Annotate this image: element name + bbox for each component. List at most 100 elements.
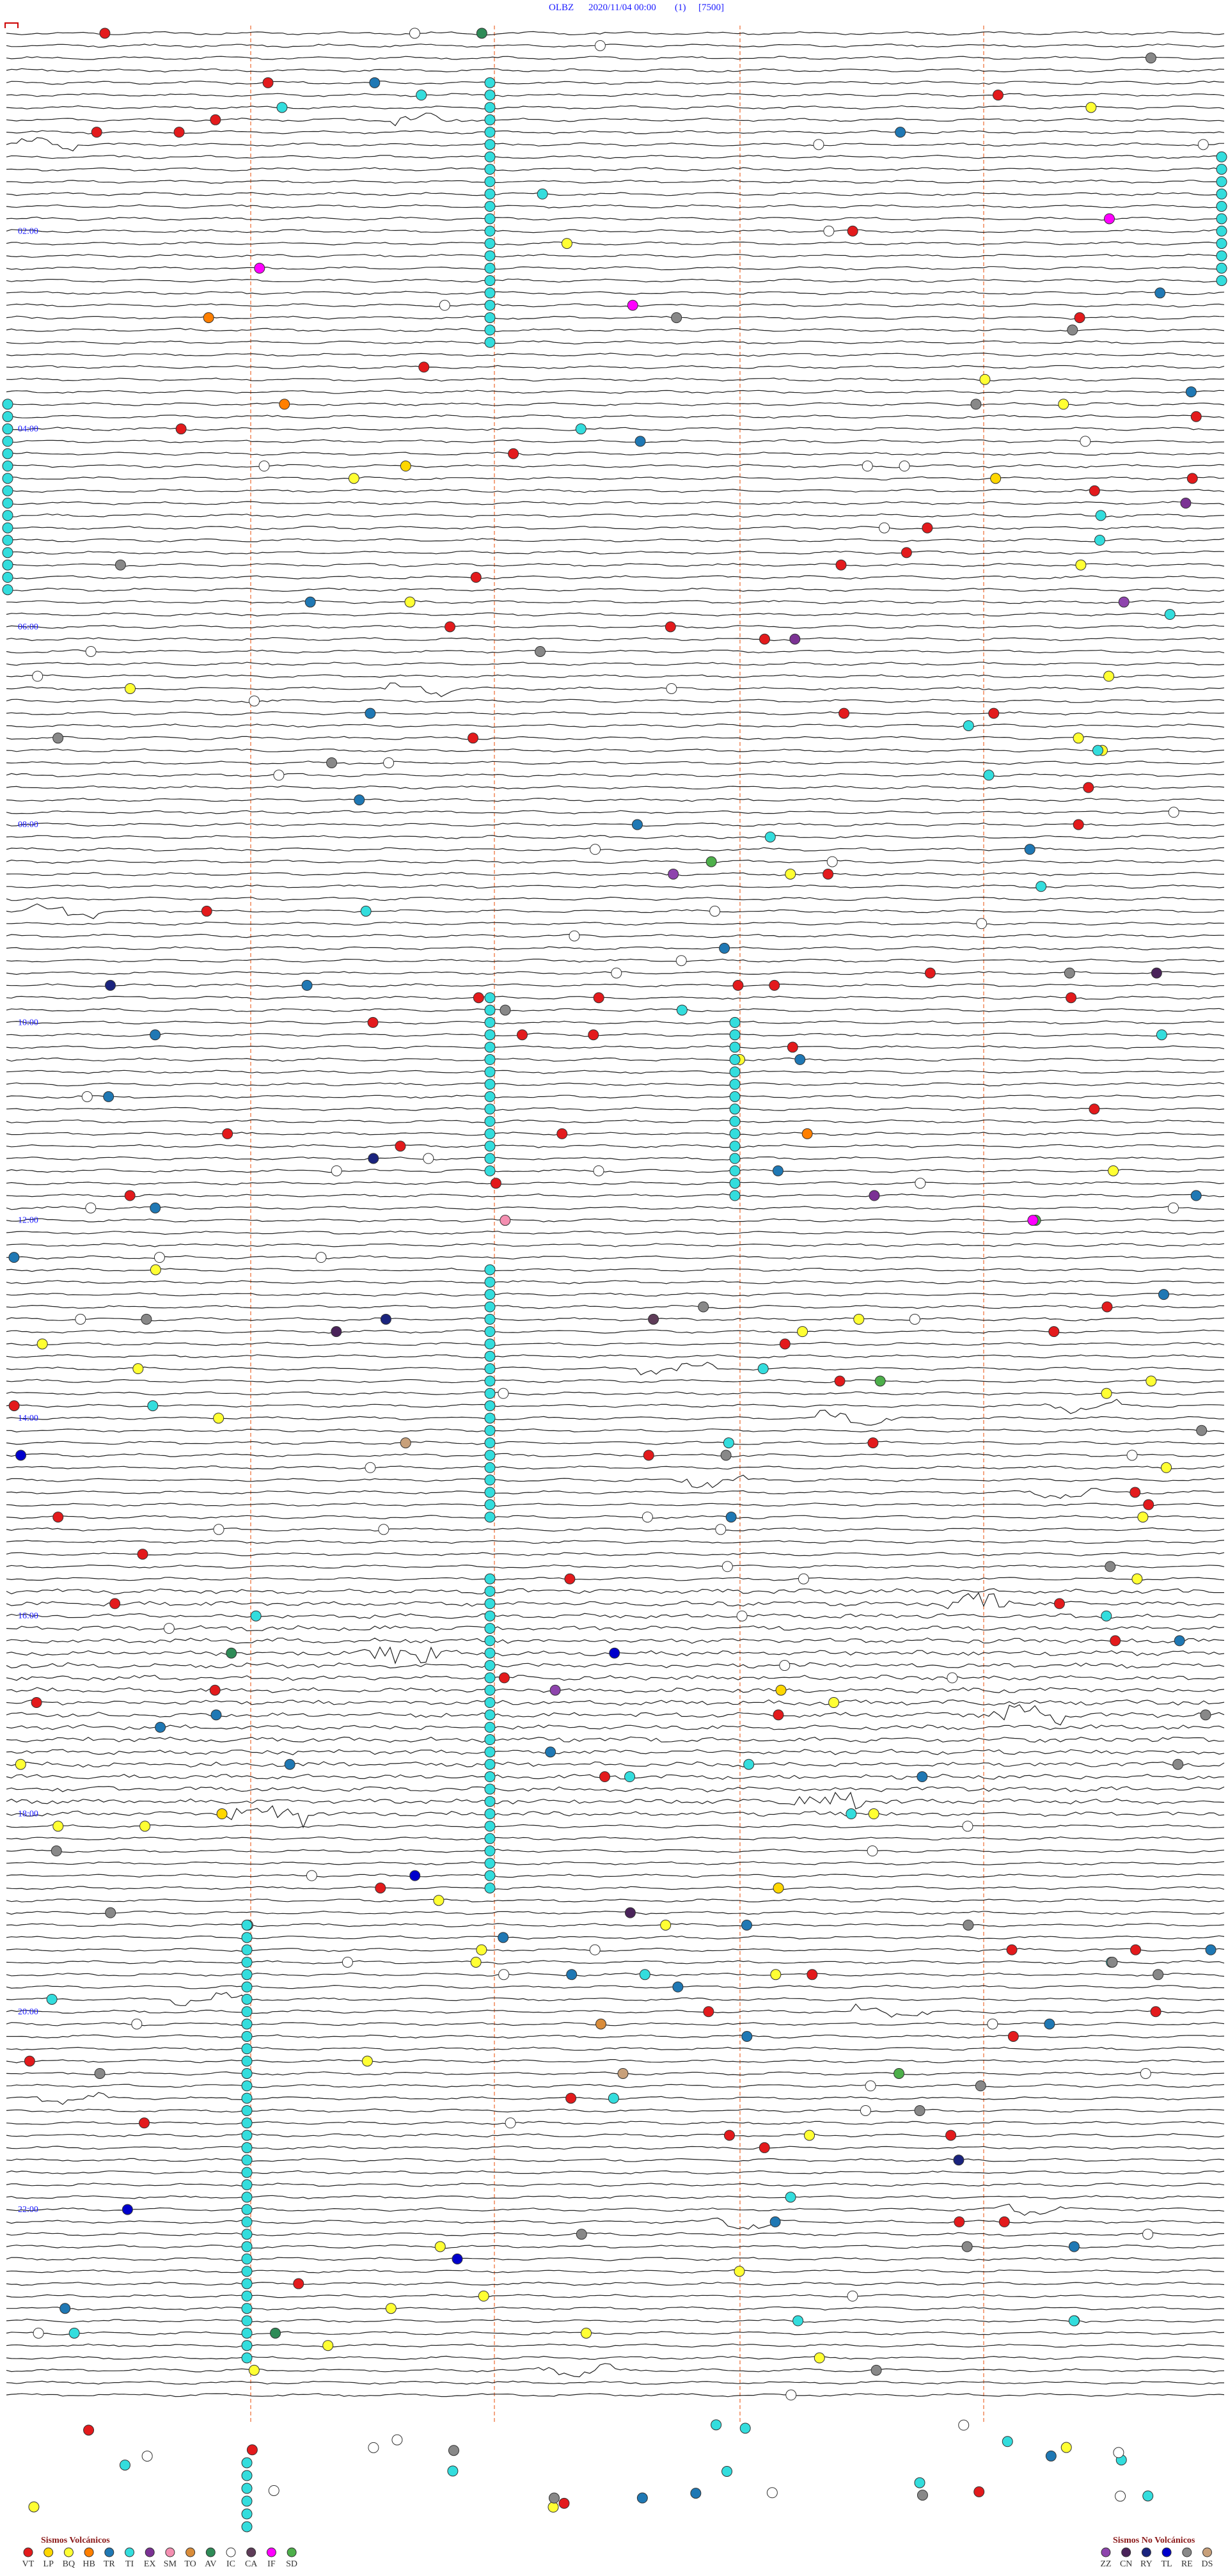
trace [6,1824,1225,1829]
event [315,1252,327,1263]
event [769,979,780,991]
trace [6,1564,1225,1569]
event [498,1969,510,1980]
event [439,299,450,311]
traces [6,31,1225,2398]
event [593,1165,604,1176]
event [901,547,912,558]
legend-code: TR [104,2559,116,2569]
event [418,361,430,373]
event [360,905,372,917]
trace [6,1119,1225,1124]
trace [6,822,1225,827]
event [484,1276,496,1288]
trace [6,2183,1225,2187]
trace [6,303,1225,308]
event [954,2216,965,2227]
trace [6,352,1225,357]
event [2,572,13,583]
event [676,1004,688,1016]
event [241,2216,253,2227]
event [484,1610,496,1622]
event [484,1512,496,1523]
legend-swatch [205,2547,216,2557]
event [484,225,496,237]
event [963,720,974,731]
event [484,1771,496,1783]
event [834,1375,846,1387]
trace [6,835,1225,839]
event [241,2508,253,2520]
event [729,1103,741,1115]
event [715,1524,727,1535]
trace [6,2046,1225,2051]
event [736,1610,748,1622]
trace [6,501,1225,505]
event [773,1883,784,1893]
event [484,1103,496,1115]
event [484,1387,496,1399]
event [484,102,496,113]
event [869,1190,880,1201]
trace [6,2355,1225,2360]
hour-label: 16:00 [18,1611,38,1621]
hour-label: 08:00 [18,820,38,830]
event [484,1079,496,1090]
event [1075,559,1087,571]
event [870,2364,882,2376]
event [797,1326,808,1338]
event [922,522,933,533]
event [914,2477,925,2488]
event [484,287,496,299]
event [163,1623,175,1634]
event [380,1313,391,1325]
event [1150,2006,1161,2018]
legend-code: IF [267,2559,276,2569]
channel: (1) [675,3,686,13]
event [306,1870,317,1881]
event [484,1091,496,1102]
event [241,2192,253,2203]
hour-label: 06:00 [18,622,38,632]
event [484,1016,496,1028]
event [395,1141,406,1152]
event [250,1610,262,1622]
trace [6,513,1225,518]
trace [6,2269,1225,2273]
event [990,473,1002,484]
trace [6,1354,1225,1359]
trace [6,253,1225,258]
event [32,670,43,682]
event [1197,139,1209,150]
event [322,2340,334,2351]
event [590,844,601,855]
event [1058,399,1069,410]
trace [6,995,1225,1000]
event [279,399,290,410]
trace [6,2217,1225,2230]
legend-code: LP [43,2559,54,2569]
trace [6,1972,1225,1977]
event [1216,201,1227,212]
trace [6,1045,1225,1050]
event [1048,1326,1060,1338]
event [690,2488,702,2499]
event [241,2495,253,2507]
trace [6,1428,1225,1433]
event [743,1758,755,1770]
trace [6,1379,1224,1384]
trace [6,612,1225,617]
event [963,1919,974,1931]
event [500,1215,511,1226]
event [1205,1944,1216,1956]
event [642,1512,653,1523]
event [52,1821,64,1832]
event [241,2167,253,2178]
event [1164,609,1176,620]
event [241,2142,253,2153]
trace [6,137,1224,152]
event [210,1709,222,1721]
trace [6,933,1225,938]
event [241,2315,253,2327]
event [1095,510,1106,521]
